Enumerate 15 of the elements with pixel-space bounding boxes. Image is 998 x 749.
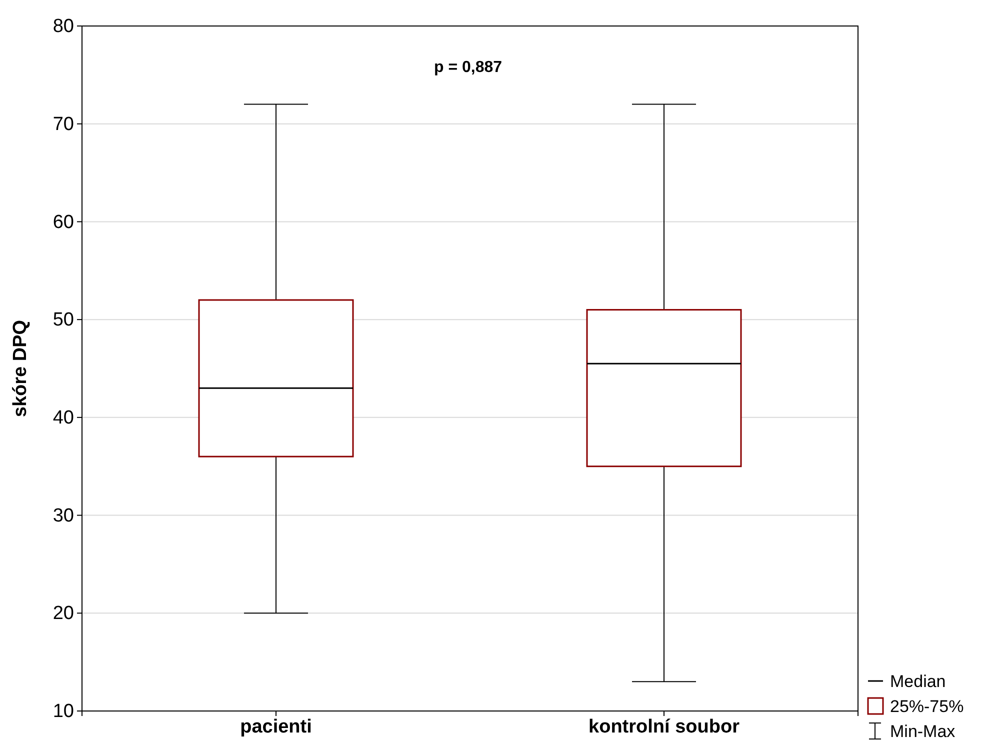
y-tick-label: 70 [52,114,74,135]
y-tick-label: 50 [52,310,74,331]
y-axis-title: skóre DPQ [10,320,31,418]
text: 25%-75% [890,697,964,716]
text: Min-Max [890,722,956,741]
y-tick-label: 40 [52,408,74,429]
x-tick-label: kontrolní soubor [588,716,740,738]
y-tick-label: 60 [52,212,74,233]
y-tick-label: 30 [52,505,74,526]
y-tick-label: 20 [52,603,74,624]
annotation: p = 0,887 [434,59,502,76]
y-tick-label: 80 [52,16,74,38]
y-tick-label: 10 [52,701,74,722]
text: Median [890,672,946,691]
x-tick-label: pacienti [240,716,312,738]
